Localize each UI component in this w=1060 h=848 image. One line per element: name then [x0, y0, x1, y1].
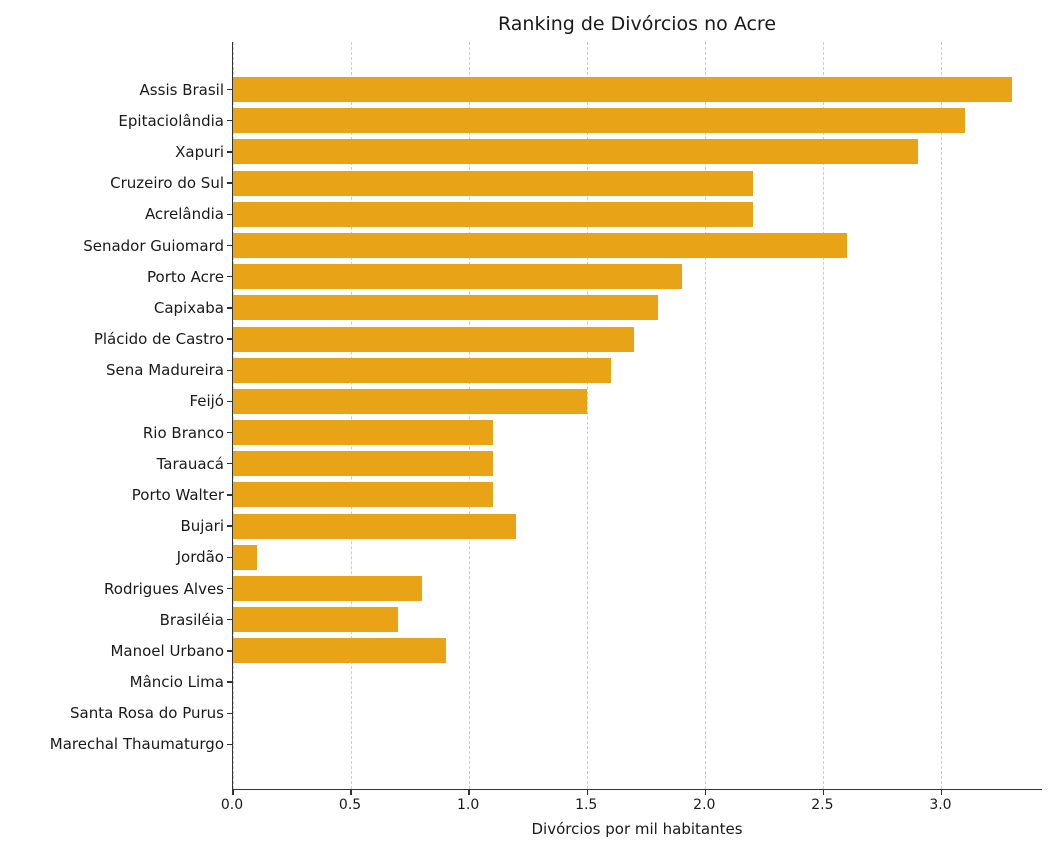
- y-tick-mark: [226, 587, 232, 590]
- y-tick-label: Rodrigues Alves: [104, 579, 224, 598]
- y-tick-label: Capixaba: [153, 298, 224, 317]
- y-tick-label: Porto Walter: [131, 485, 224, 504]
- bar-senador-guiomard: [233, 233, 847, 258]
- y-tick-label: Manoel Urbano: [110, 641, 224, 660]
- bar-pl-cido-de-castro: [233, 326, 635, 352]
- y-tick-label: Plácido de Castro: [93, 330, 224, 349]
- y-tick-mark: [226, 213, 232, 215]
- bar-capixaba: [233, 295, 659, 321]
- y-tick-mark: [226, 681, 232, 683]
- bar-epitaciol-ndia: [233, 108, 966, 134]
- y-tick-label: Assis Brasil: [139, 80, 224, 99]
- x-tick-mark: [704, 790, 706, 796]
- x-axis-label: Divórcios por mil habitantes: [531, 820, 743, 838]
- bar-rodrigues-alves: [233, 576, 422, 601]
- bar-feij-: [233, 388, 588, 414]
- grid-line: [233, 42, 234, 789]
- bar-cruzeiro-do-sul: [233, 170, 753, 196]
- y-tick-mark: [226, 618, 232, 621]
- y-tick-mark: [226, 494, 232, 496]
- bar-tarauac-: [233, 451, 493, 477]
- y-tick-label: Jordão: [176, 548, 224, 567]
- grid-line: [351, 42, 353, 789]
- x-tick-mark: [822, 790, 825, 796]
- x-axis-tick-labels: 0.0 0.5 1.0 1.5 2.0 2.5 3.0: [221, 797, 1042, 817]
- y-tick-label: Xapuri: [175, 142, 224, 161]
- y-tick-label: Marechal Thaumaturgo: [49, 735, 224, 754]
- y-tick-label: Mâncio Lima: [129, 673, 224, 692]
- y-tick-label: Acrelândia: [144, 205, 224, 224]
- y-tick-mark: [226, 743, 232, 746]
- x-tick-label: 1.0: [457, 797, 480, 813]
- y-tick-mark: [226, 275, 232, 278]
- y-tick-mark: [226, 525, 232, 527]
- y-tick-label: Tarauacá: [156, 454, 224, 473]
- bar-jord-o: [233, 544, 257, 570]
- bar-xapuri: [233, 139, 918, 165]
- y-tick-label: Santa Rosa do Purus: [69, 704, 224, 723]
- y-tick-label: Epitaciolândia: [118, 111, 224, 130]
- bar-bujari: [233, 513, 517, 539]
- grid-line: [823, 42, 825, 789]
- grid-line: [941, 42, 943, 789]
- y-tick-mark: [226, 182, 232, 184]
- y-axis-labels: Assis Brasil Epitaciolândia Xapuri Cruzeiro…: [0, 0, 224, 848]
- y-tick-label: Brasiléia: [159, 610, 224, 629]
- chart-title: Ranking de Divórcios no Acre: [497, 13, 777, 35]
- bar-rio-branco: [233, 420, 493, 446]
- y-tick-mark: [226, 307, 232, 309]
- x-tick-mark: [350, 790, 352, 796]
- y-tick-mark: [226, 650, 232, 652]
- grid-line: [587, 42, 589, 789]
- x-tick-label: 1.5: [575, 797, 598, 813]
- bar-brasil-ia: [233, 607, 399, 633]
- bar-porto-acre: [233, 264, 682, 290]
- y-tick-mark: [226, 88, 232, 91]
- y-tick-mark: [226, 431, 232, 434]
- x-tick-label: 3.0: [929, 797, 952, 813]
- plot-area: [226, 42, 1042, 796]
- bar-assis-brasil: [233, 77, 1013, 103]
- x-tick-label: 2.5: [811, 797, 834, 813]
- bar-acrel-ndia: [233, 201, 753, 227]
- y-tick-mark: [226, 463, 232, 465]
- y-tick-label: Bujari: [180, 517, 225, 536]
- x-tick-mark: [586, 790, 588, 796]
- y-tick-mark: [226, 244, 232, 247]
- y-tick-label: Sena Madureira: [106, 361, 224, 380]
- bar-manoel-urbano: [233, 638, 446, 664]
- y-tick-mark: [226, 151, 232, 153]
- bar-porto-walter: [233, 482, 493, 508]
- y-tick-label: Feijó: [189, 392, 224, 411]
- x-tick-mark: [940, 790, 943, 796]
- y-tick-mark: [226, 400, 232, 403]
- y-tick-mark: [226, 556, 232, 558]
- grid-line: [705, 42, 707, 789]
- y-tick-mark: [226, 712, 232, 714]
- y-tick-label: Rio Branco: [142, 423, 224, 442]
- y-tick-label: Senador Guiomard: [83, 236, 224, 255]
- x-tick-mark: [232, 790, 234, 796]
- grid-line: [469, 42, 471, 789]
- x-tick-label: 0.0: [220, 797, 244, 813]
- x-tick-mark: [468, 790, 470, 796]
- y-tick-mark: [226, 369, 232, 371]
- y-tick-mark: [226, 338, 232, 340]
- y-tick-mark: [226, 120, 232, 122]
- bar-sena-madureira: [233, 357, 611, 383]
- y-tick-label: Porto Acre: [147, 267, 224, 286]
- x-tick-label: 2.0: [693, 797, 716, 813]
- y-tick-label: Cruzeiro do Sul: [110, 174, 224, 193]
- x-tick-label: 0.5: [338, 797, 362, 813]
